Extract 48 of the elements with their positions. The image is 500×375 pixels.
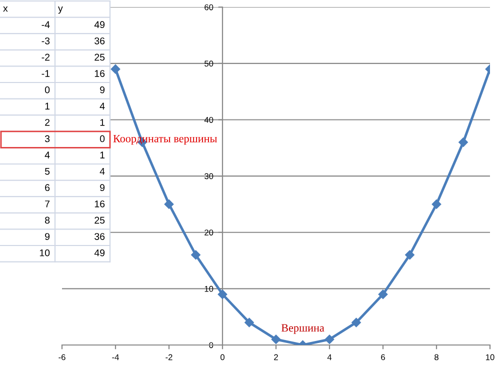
annotation: 9 <box>100 86 105 94</box>
text: 4 <box>44 152 50 158</box>
y-tick-label: 30 <box>204 173 214 180</box>
y-tick-label: 50 <box>204 60 214 67</box>
annotation: 1 <box>100 152 105 158</box>
annotation: 4 <box>100 102 105 110</box>
x-tick-label: 2 <box>274 354 278 360</box>
annotation: 49 <box>94 21 105 28</box>
annotation: 9 <box>100 184 105 192</box>
annotation: 1 <box>100 119 105 126</box>
annotation: Вершина <box>281 324 324 334</box>
text: x <box>3 6 8 12</box>
text: 6 <box>45 184 50 192</box>
text: 1 <box>45 102 50 110</box>
text: -4 <box>42 21 50 28</box>
y-tick-label: 40 <box>204 116 214 123</box>
text: 0 <box>44 86 50 94</box>
y-tick-label: 20 <box>204 230 214 236</box>
text: 10 <box>40 249 50 256</box>
text: 2 <box>45 118 50 126</box>
text: 8 <box>45 216 50 224</box>
annotation: 25 <box>94 54 105 61</box>
y-tick-label: 60 <box>204 4 214 10</box>
annotation: y <box>58 6 63 14</box>
annotation: 0 <box>100 135 105 142</box>
annotation: 36 <box>94 37 105 44</box>
text: 7 <box>45 200 50 208</box>
annotation: 16 <box>94 200 105 208</box>
x-tick-label: -2 <box>166 354 172 360</box>
annotation: 4 <box>100 168 105 175</box>
text: 9 <box>45 233 50 240</box>
annotation: 36 <box>94 233 105 240</box>
text: -3 <box>42 37 50 44</box>
x-tick-label: 10 <box>486 354 494 360</box>
x-tick-label: -6 <box>58 354 66 360</box>
annotation: 16 <box>94 70 105 77</box>
x-tick-label: 8 <box>434 354 438 360</box>
text: -2 <box>42 54 50 61</box>
x-tick-label: 6 <box>381 354 385 360</box>
text: -1 <box>42 70 50 77</box>
text: 3 <box>44 135 50 142</box>
x-tick-label: -4 <box>112 354 119 360</box>
y-tick-label: 10 <box>204 286 214 292</box>
x-tick-label: 4 <box>327 354 332 360</box>
annotation: 49 <box>94 249 105 256</box>
x-tick-label: 0 <box>220 354 224 360</box>
annotation: 25 <box>94 216 105 224</box>
text: 5 <box>44 168 50 175</box>
